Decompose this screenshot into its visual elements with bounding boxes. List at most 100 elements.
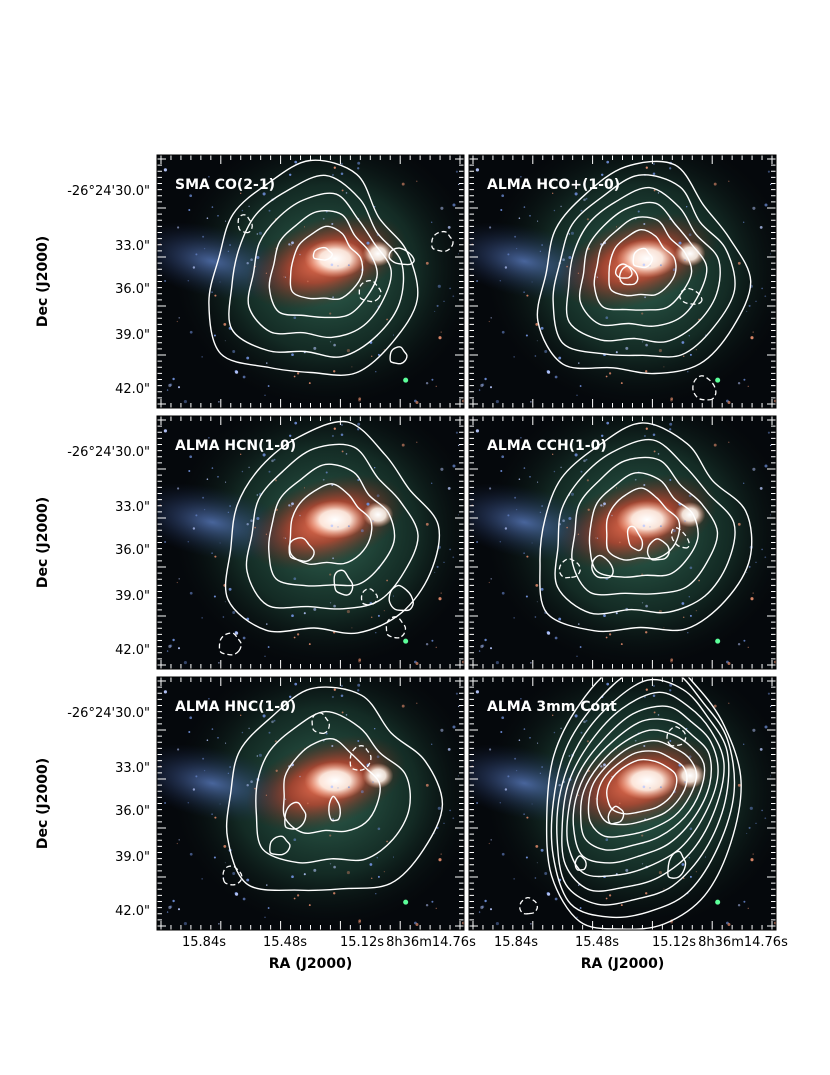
nuclear-core [616,500,678,539]
nuclear-core [616,761,678,800]
contour-peak [591,554,614,579]
contour-level-4 [268,210,378,319]
contour-level-9 [596,750,688,826]
panel-title: ALMA 3mm Cont [487,699,617,715]
negative-contour [692,375,717,401]
panel-4: ALMA CCH(1-0) [468,415,777,670]
x-tick-label: 15.12s [652,935,696,950]
contour-level-5 [566,705,719,878]
contour-level-1 [224,420,441,635]
green-star [403,377,409,383]
negative-contour [218,632,242,656]
contour-set [539,422,753,633]
axis-layer: -26°24'30.0" 33.0" 36.0" 39.0" 42.0" Dec (J20… [35,184,788,972]
negative-contour [666,725,687,747]
contour-peak [388,247,415,266]
panel-6: ALMA 3mm Cont [468,676,777,931]
contour-peak [312,246,333,261]
contour-level-1 [539,422,753,633]
contour-set [519,677,742,930]
contour-level-2 [255,710,411,864]
y-axis-title: Dec (J2000) [35,758,51,849]
contour-peak [607,805,625,825]
contour-level-3 [267,463,396,587]
x-tick-label: 15.84s [182,935,226,950]
contour-set [222,686,444,892]
nuclear-core [304,500,366,539]
panel-frame [156,415,465,670]
x-tick-label: 8h36m14.76s [698,935,788,950]
panel-image [469,416,776,669]
negative-contour [679,287,703,305]
y-axis-row-1: -26°24'30.0" 33.0" 36.0" 39.0" 42.0" Dec (J20… [35,184,150,397]
green-star [715,638,721,644]
tick-marks [469,677,776,930]
x-tick-label: 15.12s [340,935,384,950]
contour-peak [632,247,653,269]
y-tick-label: 39.0" [115,850,150,865]
panel-image [157,416,464,669]
contour-peak [389,346,408,365]
panel-image [469,677,776,930]
contour-level-3 [556,678,730,906]
negative-contour [519,896,539,915]
y-tick-label: -26°24'30.0" [67,445,150,460]
panel-5: ALMA HNC(1-0) [156,676,465,931]
panel-frame [468,676,777,931]
panel-1: SMA CO(2-1) [156,154,465,409]
negative-contour [349,745,372,771]
x-tick-label: 15.48s [575,935,619,950]
y-tick-label: 36.0" [115,282,150,297]
x-tick-label: 15.84s [494,935,538,950]
star-field [159,160,464,404]
tick-marks [157,677,464,930]
contour-peak [646,538,670,561]
contour-level-3 [565,186,721,343]
x-axis-title: RA (J2000) [269,956,352,972]
contour-set [536,160,752,401]
contour-level-7 [579,729,706,851]
tick-marks [157,155,464,408]
star-field [471,421,776,665]
y-tick-label: 33.0" [115,761,150,776]
green-star [715,377,721,383]
panel-title: ALMA HCN(1-0) [175,438,296,454]
contour-peak [288,537,315,563]
negative-contour [385,616,407,639]
nuclear-core [304,761,366,800]
contour-peak [626,525,644,552]
panel-frame [468,415,777,670]
tick-marks [469,155,776,408]
y-axis-row-3: -26°24'30.0" 33.0" 36.0" 39.0" 42.0" Dec (J20… [35,706,150,919]
contour-peak [667,850,687,879]
panel-3: ALMA HCN(1-0) [156,415,465,670]
contour-level-4 [588,471,699,578]
contour-peak [284,801,307,830]
y-tick-label: 42.0" [115,643,150,658]
contour-level-4 [578,201,708,327]
negative-contour [311,712,331,735]
secondary-core [362,763,394,789]
x-axis-col-1: 15.84s 15.48s 15.12s 8h36m14.76s RA (J2000) [182,935,476,972]
contour-level-8 [587,739,698,838]
negative-contour [431,230,454,253]
star-field [159,682,464,926]
y-tick-label: 36.0" [115,804,150,819]
contour-level-5 [289,225,364,301]
contour-level-2 [228,174,405,358]
panel-frame [156,676,465,931]
y-axis-title: Dec (J2000) [35,236,51,327]
panel-title: SMA CO(2-1) [175,177,275,193]
nuclear-core [304,239,366,278]
negative-contour [358,279,382,303]
green-star [403,899,409,905]
x-axis-col-2: 15.84s 15.48s 15.12s 8h36m14.76s RA (J2000) [494,935,788,972]
panel-title: ALMA CCH(1-0) [487,438,607,454]
contour-peak [574,855,587,871]
negative-contour [237,214,253,234]
contour-level-3 [282,737,381,834]
y-tick-label: 33.0" [115,239,150,254]
contour-level-6 [572,718,713,864]
contour-peak [333,569,354,596]
contour-level-1 [208,159,419,376]
